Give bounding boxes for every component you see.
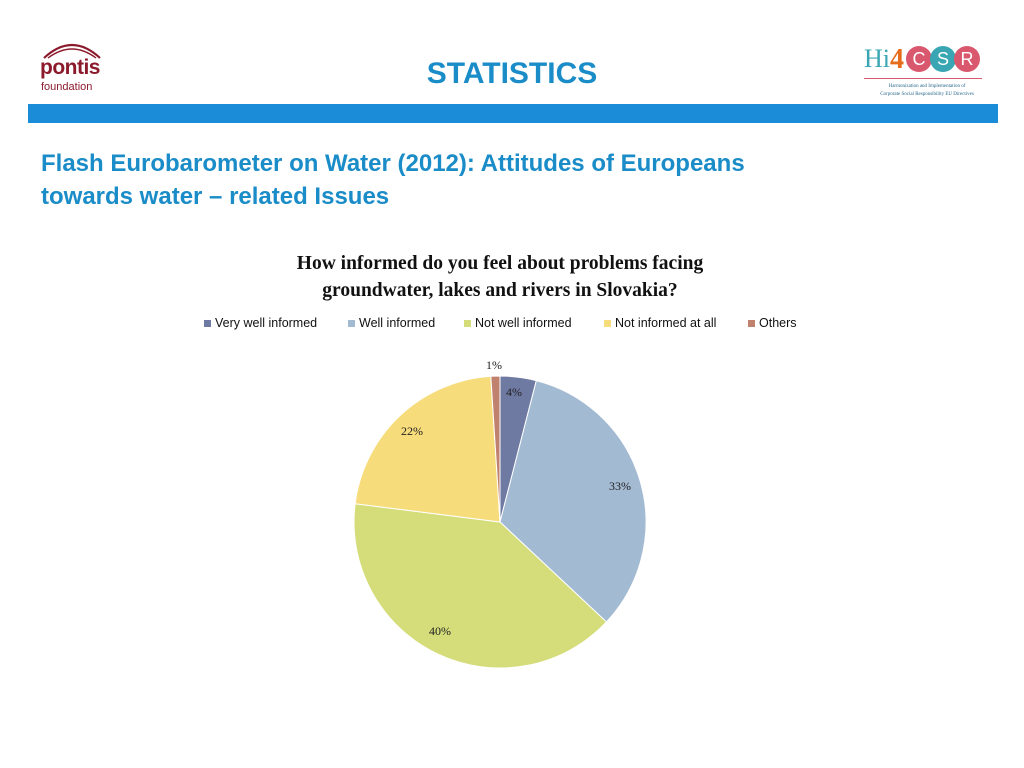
legend-swatch (204, 319, 211, 327)
subtitle-line-1: Flash Eurobarometer on Water (2012): Att… (41, 150, 745, 177)
chart-title-line-1: How informed do you feel about problems … (296, 253, 704, 274)
legend-item-others: Others (748, 316, 797, 330)
logo-arc-icon (43, 44, 101, 59)
pie-slice-others (490, 375, 501, 523)
pie-data-label: 22% (401, 424, 423, 438)
chart-title-line-2: groundwater, lakes and rivers in Slovaki… (322, 280, 678, 301)
logo-letter-s: S (930, 46, 956, 72)
legend-item-well-informed: Well informed (348, 316, 435, 330)
chart-legend: Very well informed Well informed Not wel… (0, 316, 1024, 334)
legend-item-not-informed-at-all: Not informed at all (604, 316, 716, 330)
logo-subword: foundation (41, 81, 93, 93)
pie-data-label: 1% (486, 358, 502, 372)
legend-label: Well informed (359, 316, 436, 330)
pie-slice-not-informed-at-all (354, 375, 501, 523)
page-title: STATISTICS (426, 57, 598, 90)
hi4csr-logo: Hi 4 C S R Harmonization and Implementat… (860, 42, 986, 104)
header-divider-bar (28, 104, 998, 123)
pie-slice-well-informed (499, 379, 647, 623)
legend-swatch (748, 319, 755, 327)
logo-divider (864, 78, 982, 79)
legend-label: Very well informed (215, 316, 318, 330)
legend-swatch (348, 319, 355, 327)
legend-swatch (464, 319, 471, 327)
pie-data-label: 4% (506, 385, 522, 399)
subtitle-line-2: towards water – related Issues (41, 183, 390, 210)
legend-item-very-well-informed: Very well informed (204, 316, 317, 330)
pie-data-label: 33% (609, 479, 631, 493)
pie-data-label: 40% (429, 624, 451, 638)
logo-hi-text: Hi (864, 44, 890, 73)
legend-label: Not well informed (475, 316, 572, 330)
slide-subtitle: Flash Eurobarometer on Water (2012): Att… (41, 147, 941, 213)
pontis-foundation-logo: pontis foundation (40, 38, 110, 102)
logo-wordmark: pontis (40, 56, 101, 79)
logo-tagline-2: Corporate Social Responsibility EU Direc… (880, 92, 974, 97)
logo-tagline-1: Harmonization and Implementation of (888, 84, 966, 89)
legend-swatch (604, 319, 611, 327)
logo-letter-r: R (954, 46, 980, 72)
legend-item-not-well-informed: Not well informed (464, 316, 572, 330)
pie-slice-not-well-informed (353, 503, 608, 669)
logo-letter-c: C (906, 46, 932, 72)
legend-label: Others (759, 316, 797, 330)
legend-label: Not informed at all (615, 316, 717, 330)
logo-four-text: 4 (890, 44, 904, 75)
